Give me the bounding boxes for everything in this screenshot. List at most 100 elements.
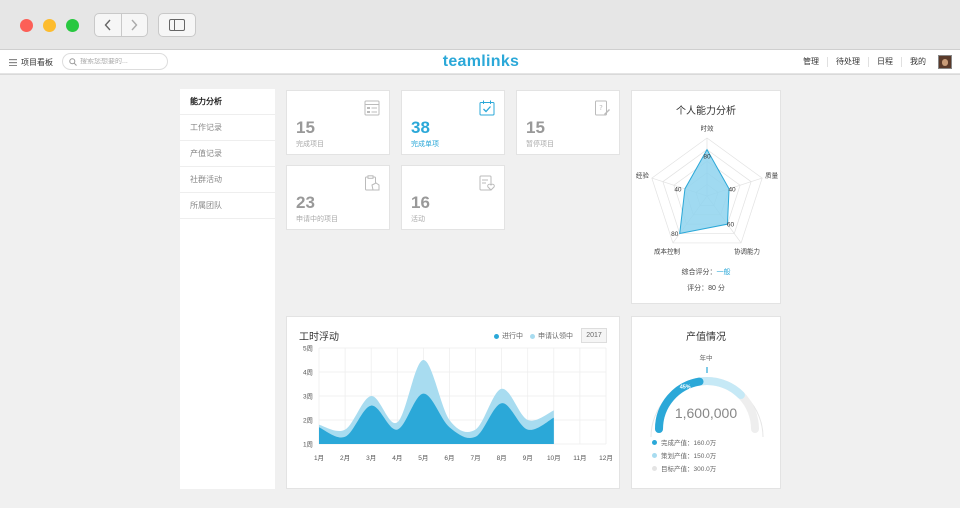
menu-item-ability[interactable]: 能力分析 [180,89,275,115]
nav-pending[interactable]: 待处理 [827,57,868,67]
stat-label: 完成项目 [296,141,324,148]
side-menu: 能力分析 工作记录 产值记录 社群活动 所属团队 [180,89,275,489]
legend-item-ongoing[interactable]: 进行中 [494,331,523,341]
legend-dot-icon [530,333,535,339]
history-nav [94,13,148,37]
x-tick-label: 3月 [366,454,376,462]
legend-label: 策划产值：150.0万 [661,453,717,460]
top-nav: 管理 待处理 日程 我的 [795,50,952,74]
menu-item-community[interactable]: 社群活动 [180,167,275,193]
radar-value-area [679,148,730,235]
output-legend-target: 目标产值：300.0万 [652,463,716,473]
board-menu-button[interactable]: 项目看板 [9,50,53,74]
score-grade[interactable]: 一般 [716,269,731,276]
menu-item-team[interactable]: 所属团队 [180,193,275,219]
radar-axis-label: 经验 [636,170,650,179]
x-tick-label: 4月 [392,454,402,462]
document-list-icon [364,100,380,116]
clipboard-hand-icon [365,175,380,191]
stat-label: 暂停项目 [526,141,554,148]
nav-manage[interactable]: 管理 [803,57,819,66]
ability-title: 个人能力分析 [676,106,736,117]
output-panel: 产值情况 年中 45% 1,600,000 完成产值：160.0万 策划产值：1… [631,316,781,489]
stat-value: 15 [296,118,315,137]
search-input[interactable] [80,58,160,65]
workhours-title: 工时浮动 [299,332,339,343]
x-tick-label: 1月 [314,454,324,462]
legend-label: 进行中 [502,333,523,340]
radar-grid-ring [651,137,763,244]
stat-card-paused-projects[interactable]: 15 暂停项目 ? [516,90,620,155]
legend-item-claiming[interactable]: 申请认领中 [530,331,573,341]
y-tick-label: 5周 [303,345,313,353]
legend-dot-icon [494,333,499,339]
hamburger-icon [9,58,17,66]
ability-score-line: 综合评分：一般 [632,267,780,277]
year-select[interactable]: 2017 [581,328,607,343]
series-area-ongoing [319,393,554,444]
chevron-right-icon [131,19,138,31]
legend-dot-icon [652,465,657,471]
legend-dot-icon [652,439,657,445]
stat-label: 申请中的项目 [296,216,338,223]
output-legend-completed: 完成产值：160.0万 [652,437,716,447]
close-window-button[interactable] [20,19,33,32]
stat-card-applying-projects[interactable]: 23 申请中的项目 [286,165,390,230]
radar-value-label: 80 [671,231,679,238]
svg-text:?: ? [599,104,603,112]
board-label: 项目看板 [21,57,53,67]
x-tick-label: 10月 [547,454,561,462]
radar-value-label: 40 [674,186,682,193]
forward-button[interactable] [120,14,148,36]
nav-schedule[interactable]: 日程 [868,57,901,67]
y-tick-label: 4周 [303,369,313,377]
output-gauge: 45% [650,367,764,438]
output-total: 1,600,000 [674,405,738,421]
stat-label: 完成单项 [411,141,439,148]
stat-value: 23 [296,193,315,212]
stat-label: 活动 [411,216,425,223]
x-tick-label: 7月 [470,454,480,462]
app-header: 项目看板 teamlinks 管理 待处理 日程 我的 [0,50,960,74]
workhours-area-chart: 1周 2周 3周 4周 5周 1月 2月 3月 4月 5月 6月 7月 8月 9月 10月 11月 12月 [303,345,613,463]
chevron-left-icon [104,19,111,31]
x-tick-label: 12月 [599,454,613,462]
maximize-window-button[interactable] [66,19,79,32]
x-tick-label: 5月 [418,454,428,462]
x-tick-label: 2月 [340,454,350,462]
x-tick-label: 9月 [523,454,533,462]
minimize-window-button[interactable] [43,19,56,32]
nav-mine[interactable]: 我的 [901,57,934,67]
stat-card-activities[interactable]: 16 活动 [401,165,505,230]
avatar[interactable] [938,55,952,69]
output-title: 产值情况 [686,332,726,343]
radar-axis-label: 成本控制 [654,247,681,256]
event-heart-icon [479,175,495,191]
gauge-marker-label: 年中 [699,355,713,362]
stat-value: 38 [411,118,430,137]
stat-card-completed-projects[interactable]: 15 完成项目 [286,90,390,155]
back-button[interactable] [95,14,121,36]
stat-card-completed-items[interactable]: 38 完成单项 [401,90,505,155]
menu-item-work-record[interactable]: 工作记录 [180,115,275,141]
ability-panel: 个人能力分析 80 40 60 80 40 时效 质量 协调能力 成本控制 经验 综合评分：一般 … [631,90,781,304]
radar-value-label: 60 [727,222,735,229]
teamlinks-logo[interactable]: teamlinks [442,53,520,70]
x-tick-label: 11月 [573,454,586,462]
radar-axis-label: 时效 [701,124,715,133]
y-tick-label: 2周 [303,417,313,425]
legend-label: 申请认领中 [538,333,573,340]
gauge-completed-arc [655,377,704,433]
radar-value-label: 40 [728,186,736,193]
x-tick-label: 8月 [497,454,507,462]
main-content: 能力分析 工作记录 产值记录 社群活动 所属团队 15 完成项目 38 完成单项… [0,75,960,508]
x-tick-label: 6月 [444,454,454,462]
sidebar-toggle-button[interactable] [158,13,196,37]
sidebar-icon [169,19,185,31]
pause-document-icon: ? [595,100,610,116]
gauge-progress-label: 45% [680,384,691,390]
legend-label: 完成产值：160.0万 [661,440,717,447]
radar-axis-label: 质量 [765,170,779,179]
menu-item-output-record[interactable]: 产值记录 [180,141,275,167]
stat-value: 15 [526,118,545,137]
